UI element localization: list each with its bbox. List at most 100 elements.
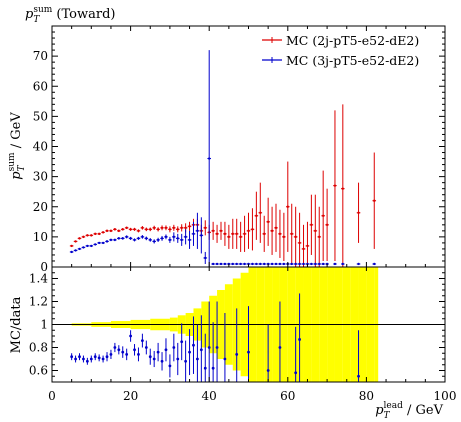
data-point-red — [70, 244, 73, 248]
data-point-red — [251, 228, 254, 231]
data-point-blue — [231, 262, 234, 266]
data-point-blue — [145, 237, 148, 240]
x-tick-label: 100 — [434, 389, 457, 403]
data-point-red — [145, 228, 148, 231]
data-point-blue — [149, 238, 152, 242]
ratio-point-blue — [140, 339, 144, 342]
ratio-point-blue — [235, 353, 239, 356]
data-point-red — [321, 214, 325, 217]
legend-label-blue: MC (3j-pT5-e52-dE2) — [286, 53, 419, 68]
data-point-blue — [357, 262, 360, 266]
data-point-blue — [86, 244, 89, 248]
data-point-red — [109, 229, 113, 233]
data-point-red — [373, 199, 376, 202]
data-point-blue — [176, 237, 179, 240]
data-point-red — [235, 232, 238, 236]
data-point-red — [90, 234, 93, 237]
legend: MC (2j-pT5-e52-dE2) MC (3j-pT5-e52-dE2) — [262, 33, 419, 68]
data-point-red — [357, 211, 360, 214]
ratio-point-blue — [164, 348, 168, 352]
series-blue-main — [69, 50, 377, 267]
data-point-blue — [219, 262, 223, 266]
data-point-red — [310, 223, 313, 227]
ratio-point-blue — [156, 350, 160, 354]
x-tick-label: 80 — [359, 389, 374, 403]
ratio-point-blue — [70, 355, 74, 359]
data-point-red — [247, 229, 250, 233]
data-point-red — [223, 232, 227, 236]
data-point-blue — [129, 237, 132, 240]
data-point-blue — [97, 241, 101, 245]
ratio-point-blue — [85, 359, 89, 363]
data-point-blue — [314, 262, 317, 266]
data-point-blue — [78, 247, 81, 251]
ratio-point-blue — [82, 357, 85, 361]
data-point-red — [290, 232, 293, 236]
ratio-point-blue — [109, 353, 113, 356]
data-point-red — [149, 228, 152, 231]
data-point-red — [105, 229, 109, 233]
data-point-blue — [333, 262, 337, 266]
ratio-point-blue — [144, 346, 148, 349]
data-point-blue — [121, 237, 124, 240]
data-point-blue — [259, 262, 262, 266]
data-point-blue — [263, 262, 266, 266]
data-point-red — [160, 226, 164, 230]
data-point-blue — [223, 262, 227, 266]
y-tick-label: 0 — [40, 260, 48, 274]
ratio-tick-label: 1 — [40, 318, 48, 332]
data-point-blue — [101, 241, 105, 245]
y-tick-label: 10 — [33, 230, 48, 244]
legend-item-blue: MC (3j-pT5-e52-dE2) — [262, 53, 419, 68]
ratio-point-blue — [192, 343, 195, 347]
legend-item-red: MC (2j-pT5-e52-dE2) — [262, 33, 419, 48]
data-point-red — [137, 229, 140, 233]
ratio-point-blue — [357, 374, 360, 378]
data-point-red — [263, 232, 266, 236]
data-point-blue — [239, 262, 242, 266]
ratio-point-blue — [113, 346, 117, 349]
ratio-point-blue — [223, 357, 227, 361]
ratio-point-blue — [137, 353, 140, 356]
data-point-red — [184, 226, 187, 230]
data-point-red — [219, 229, 223, 233]
data-point-blue — [255, 262, 258, 266]
ratio-point-blue — [266, 369, 270, 372]
data-point-blue — [180, 238, 183, 242]
ratio-point-blue — [184, 359, 188, 363]
data-point-red — [341, 187, 345, 190]
data-point-blue — [94, 243, 97, 246]
ratio-tick-label: 1.4 — [29, 272, 48, 286]
data-point-blue — [325, 262, 329, 266]
ratio-point-blue — [278, 346, 282, 349]
data-point-blue — [160, 237, 164, 240]
data-point-red — [215, 232, 219, 236]
data-point-blue — [109, 238, 113, 242]
data-point-blue — [270, 262, 274, 266]
data-point-blue — [318, 262, 321, 266]
ratio-point-blue — [117, 348, 121, 352]
data-point-blue — [294, 262, 297, 266]
data-point-blue — [274, 262, 278, 266]
x-tick-label: 0 — [48, 389, 56, 403]
ratio-point-blue — [74, 357, 77, 361]
data-point-blue — [302, 262, 305, 266]
data-point-blue — [113, 238, 117, 242]
data-point-red — [204, 226, 207, 230]
data-point-blue — [90, 244, 93, 248]
ratio-point-blue — [152, 357, 156, 361]
x-tick-label: 60 — [280, 389, 295, 403]
ratio-point-blue — [215, 346, 219, 349]
data-point-red — [314, 229, 317, 233]
ratio-point-blue — [93, 355, 97, 359]
ratio-point-blue — [133, 348, 136, 352]
data-point-blue — [373, 262, 376, 266]
data-point-blue — [204, 256, 207, 260]
ratio-point-blue — [180, 340, 184, 344]
data-point-blue — [82, 246, 85, 249]
data-point-red — [243, 232, 246, 236]
y-tick-label: 30 — [33, 170, 48, 184]
data-point-blue — [200, 234, 203, 237]
ratio-point-blue — [125, 353, 129, 356]
data-point-red — [176, 228, 179, 231]
